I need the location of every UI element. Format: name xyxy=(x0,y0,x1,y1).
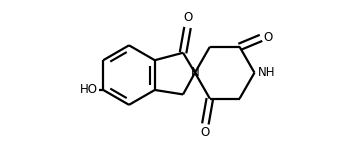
Text: N: N xyxy=(190,66,199,79)
Text: NH: NH xyxy=(258,66,275,79)
Text: O: O xyxy=(183,11,192,24)
Text: O: O xyxy=(263,31,272,44)
Text: HO: HO xyxy=(80,83,98,97)
Text: O: O xyxy=(201,126,210,139)
